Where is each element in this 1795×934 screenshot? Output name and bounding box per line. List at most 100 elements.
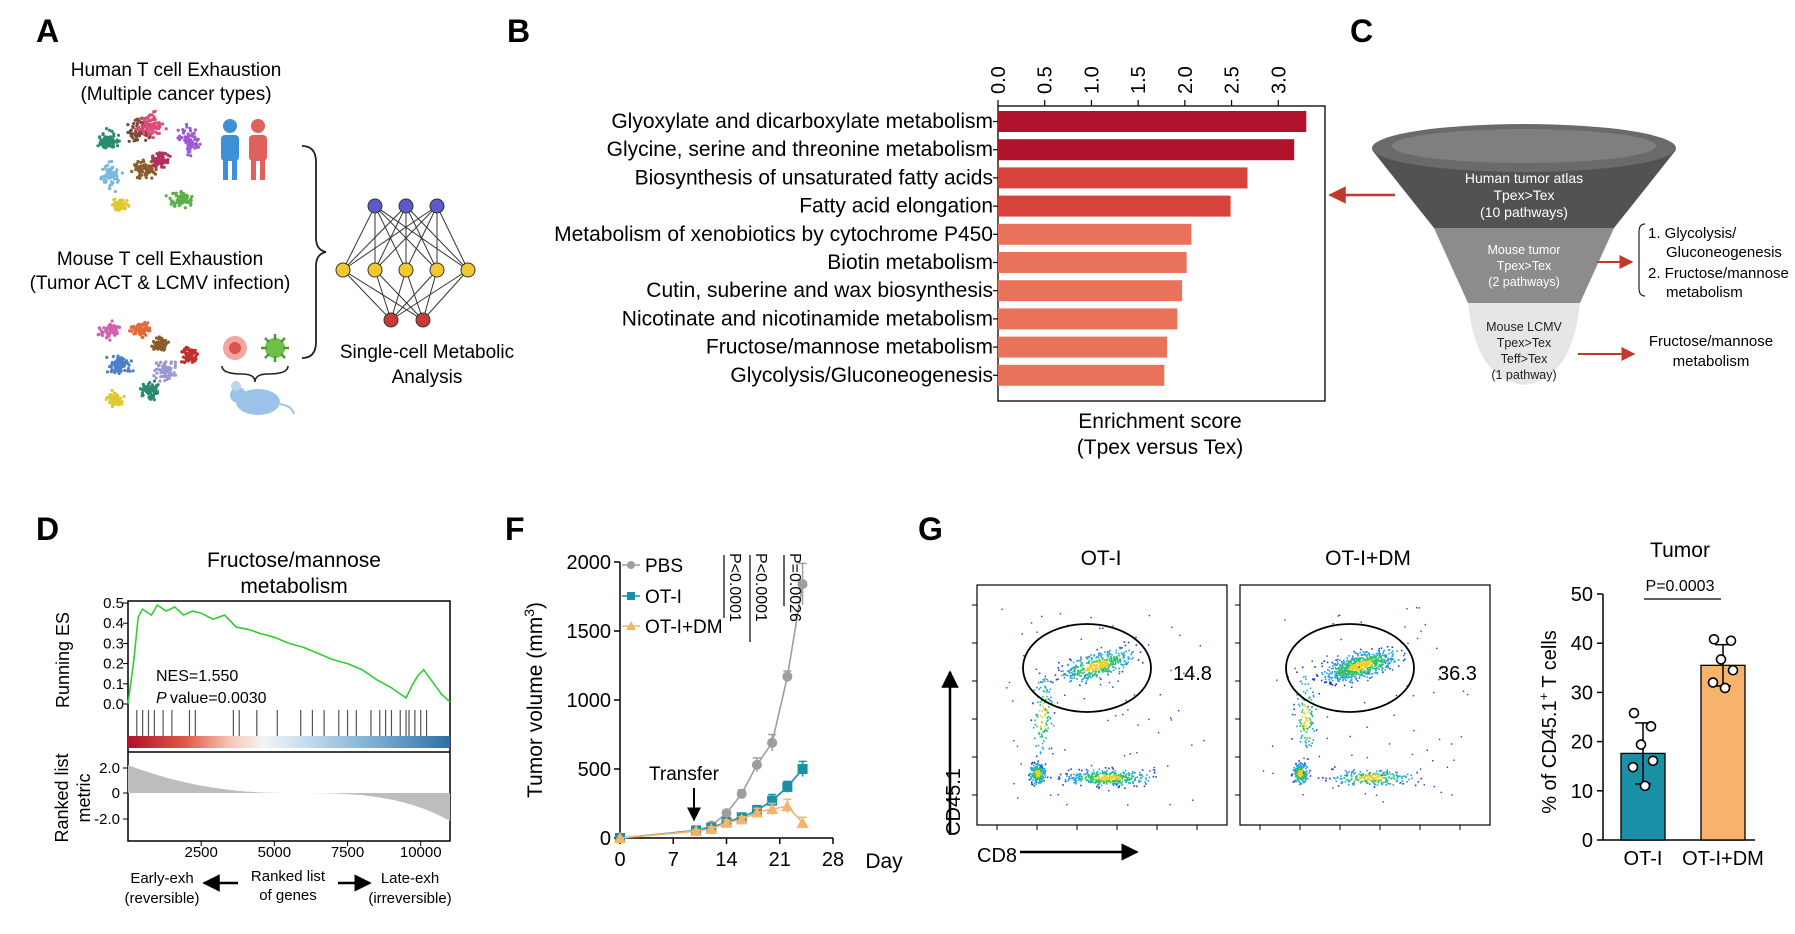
flow-event xyxy=(1064,673,1066,675)
flow-event xyxy=(1104,670,1106,673)
analysis-label-1: Single-cell Metabolic xyxy=(340,342,514,363)
umap-point xyxy=(179,189,183,194)
flow-event xyxy=(1303,725,1306,727)
flow-event xyxy=(1300,783,1303,785)
flow-event xyxy=(1356,666,1359,669)
flow-event xyxy=(1396,780,1399,782)
gsea-frame xyxy=(127,600,451,842)
data-point xyxy=(767,795,778,806)
flow-event xyxy=(1129,753,1131,755)
umap-point xyxy=(159,160,163,164)
flow-event xyxy=(1139,777,1142,780)
flow-event xyxy=(1089,673,1091,676)
umap-point xyxy=(112,369,117,373)
umap-point xyxy=(193,128,197,132)
flow-event xyxy=(1069,677,1072,679)
flow-event xyxy=(1046,717,1049,719)
umap-point xyxy=(99,177,103,181)
pathway-label: Nicotinate and nicotinamide metabolism xyxy=(622,307,993,330)
flow-event xyxy=(1363,661,1366,663)
flow-event xyxy=(1381,664,1384,666)
flow-event xyxy=(1144,781,1146,783)
umap-point xyxy=(155,121,160,125)
flow-event xyxy=(1347,663,1349,665)
flow-event xyxy=(1147,780,1150,782)
flow-event xyxy=(1086,772,1088,774)
umap-point xyxy=(131,125,135,129)
replicate-point xyxy=(1627,761,1639,773)
flow-event xyxy=(1108,669,1111,672)
umap-point xyxy=(98,135,102,139)
flow-event xyxy=(1382,663,1384,665)
umap-point xyxy=(176,128,180,132)
flow-event xyxy=(1340,674,1343,677)
flow-event xyxy=(1132,781,1134,783)
flow-event xyxy=(1351,658,1353,660)
flow-event xyxy=(1312,678,1315,680)
flow-event xyxy=(1347,668,1349,670)
flow-event xyxy=(1126,779,1128,782)
flow-event xyxy=(1438,738,1441,741)
running-es-ylabel: Running ES xyxy=(53,612,73,708)
flow-event xyxy=(1388,743,1391,745)
flow-event xyxy=(1340,672,1342,675)
flow-event xyxy=(1073,666,1076,669)
flow-event xyxy=(1031,769,1033,772)
flow-event xyxy=(1111,766,1114,769)
umap-point xyxy=(152,374,156,378)
flow-event xyxy=(1331,672,1334,675)
list-item-2b: metabolism xyxy=(1666,284,1743,301)
flow-event xyxy=(1377,650,1380,652)
flow-event xyxy=(1119,777,1121,780)
umap-point xyxy=(142,129,146,133)
funnel-mid-text-2: Tpex>Tex xyxy=(1497,259,1552,273)
flow-event xyxy=(1086,656,1089,658)
flow-event xyxy=(1340,775,1342,777)
flow-event xyxy=(1294,774,1297,776)
flow-event xyxy=(1355,652,1357,654)
rank-tick-label: 10000 xyxy=(400,844,442,861)
flow-event xyxy=(1324,671,1326,673)
flow-event xyxy=(1132,651,1134,653)
flow-event xyxy=(1112,625,1114,627)
flow-event xyxy=(1127,778,1129,780)
umap-point xyxy=(122,357,126,361)
funnel-low-text-1: Mouse LCMV xyxy=(1486,320,1562,334)
flow-event xyxy=(1299,741,1302,743)
flow-event xyxy=(1352,771,1354,773)
flow-event xyxy=(1108,773,1111,775)
flow-event xyxy=(1302,774,1305,777)
umap-point xyxy=(160,336,164,340)
flow-event xyxy=(1294,667,1296,670)
panel-d-letter: D xyxy=(36,511,59,547)
flow-event xyxy=(1347,779,1350,781)
pathway-labels: Glyoxylate and dicarboxylate metabolismG… xyxy=(554,110,998,387)
flow-event xyxy=(1099,663,1101,666)
umap-point xyxy=(183,206,187,210)
flow-event xyxy=(1092,664,1095,667)
enrichment-bar xyxy=(998,111,1307,132)
flow-event xyxy=(1108,665,1110,668)
network-node xyxy=(398,262,414,278)
flow-event xyxy=(1037,681,1040,684)
flow-event xyxy=(1366,665,1368,668)
flow-event xyxy=(1382,781,1385,784)
flow-event xyxy=(1042,679,1045,681)
umap-point xyxy=(130,169,134,174)
flow-event xyxy=(1032,775,1034,778)
flow-event xyxy=(1105,664,1108,666)
flow-event xyxy=(1346,663,1348,665)
x-tick-label: 1.5 xyxy=(1128,66,1150,94)
flow-event xyxy=(1081,679,1083,681)
flow-event xyxy=(1013,740,1015,742)
flow-event xyxy=(1301,770,1303,772)
flow-event xyxy=(1072,661,1075,664)
flow-event xyxy=(1358,778,1361,780)
umap-point xyxy=(164,374,168,378)
flow-event xyxy=(1033,782,1036,785)
flow-event xyxy=(1368,658,1370,660)
tumor-volume-ylabel: Tumor volume (mm3) xyxy=(521,602,547,798)
flow-event xyxy=(1036,774,1038,777)
